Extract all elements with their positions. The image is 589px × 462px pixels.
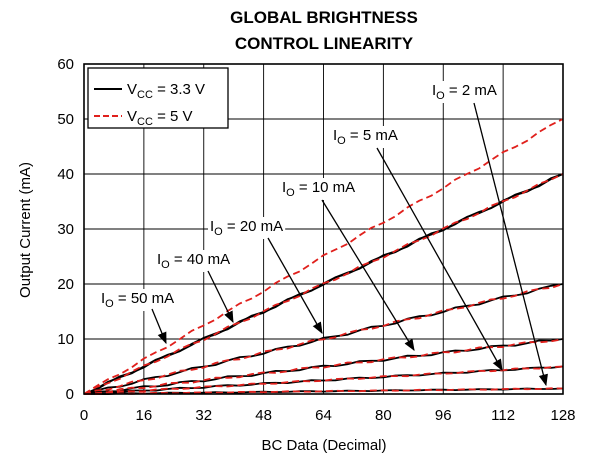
annotation-label: IO = 5 mA <box>333 127 398 147</box>
annotation-arrow <box>151 308 167 345</box>
x-tick-label-1: 16 <box>136 407 153 424</box>
annotation-bg <box>208 217 286 239</box>
annotation-label: IO = 20 mA <box>210 218 283 238</box>
series-io-20-vcc5-line <box>83 283 564 395</box>
y-tick-label-0: 0 <box>66 386 74 403</box>
y-tick-label-6: 60 <box>57 56 74 73</box>
x-tick-label-5: 80 <box>375 407 392 424</box>
series-io-10-vcc33-line <box>83 338 564 395</box>
annotation-bg <box>331 126 400 148</box>
series-io-50-vcc5-line <box>83 118 564 395</box>
annotation-label: IO = 40 mA <box>157 251 230 271</box>
annotation-arrow <box>376 147 503 372</box>
plot-lines <box>83 118 564 396</box>
tick-labels: 0 16 32 48 64 80 96 112 128 0 10 20 30 40 50 60 <box>57 56 575 424</box>
x-tick-label-2: 32 <box>195 407 212 424</box>
y-tick-label-3: 30 <box>57 221 74 238</box>
annotation-label: IO = 2 mA <box>432 82 497 102</box>
annotation-bg <box>280 178 358 200</box>
annotation-io-3: IO = 20 mA <box>208 217 323 335</box>
annotation-io-1: IO = 5 mA <box>331 126 503 372</box>
y-tick-label-5: 50 <box>57 111 74 128</box>
series-io-5-vcc5-line <box>83 365 564 396</box>
x-tick-label-0: 0 <box>80 407 88 424</box>
legend-box <box>87 67 229 129</box>
x-tick-label-8: 128 <box>550 407 575 424</box>
chart-title-line1: GLOBAL BRIGHTNESS <box>230 8 418 27</box>
legend-label-1: VCC = 5 V <box>127 108 193 128</box>
x-tick-label-3: 48 <box>255 407 272 424</box>
annotation-io-0: IO = 2 mA <box>430 81 548 387</box>
legend: VCC = 3.3 V VCC = 5 V <box>87 67 229 129</box>
y-tick-label-2: 20 <box>57 276 74 293</box>
annotation-bg <box>155 250 233 272</box>
y-axis-label: Output Current (mA) <box>17 162 34 298</box>
annotation-arrow <box>473 102 548 387</box>
annotation-label: IO = 10 mA <box>282 179 355 199</box>
series-io-2-vcc5-line <box>83 387 564 396</box>
chart-title-line2: CONTROL LINEARITY <box>235 34 414 53</box>
annotation-bg <box>99 289 177 311</box>
annotations: IO = 2 mA IO = 5 mA IO = 10 mA IO = 20 mA IO… <box>99 81 548 387</box>
x-tick-label-7: 112 <box>491 407 515 424</box>
series-io-40-vcc5-line <box>83 173 564 395</box>
annotation-arrow <box>207 270 234 324</box>
y-tick-label-1: 10 <box>57 331 74 348</box>
annotation-arrow <box>267 237 323 335</box>
annotation-io-2: IO = 10 mA <box>280 178 415 351</box>
y-tick-label-4: 40 <box>57 166 74 183</box>
x-tick-label-4: 64 <box>315 407 332 424</box>
legend-label-0: VCC = 3.3 V <box>127 81 205 101</box>
series-io-10-vcc5-line <box>83 338 564 395</box>
x-tick-label-6: 96 <box>435 407 452 424</box>
annotation-io-4: IO = 40 mA <box>155 250 234 324</box>
annotation-bg <box>430 81 499 103</box>
annotation-io-5: IO = 50 mA <box>99 289 177 345</box>
plot-frame <box>83 63 564 395</box>
x-axis-label: BC Data (Decimal) <box>261 437 386 454</box>
annotation-label: IO = 50 mA <box>101 290 174 310</box>
annotation-arrow <box>321 199 415 351</box>
